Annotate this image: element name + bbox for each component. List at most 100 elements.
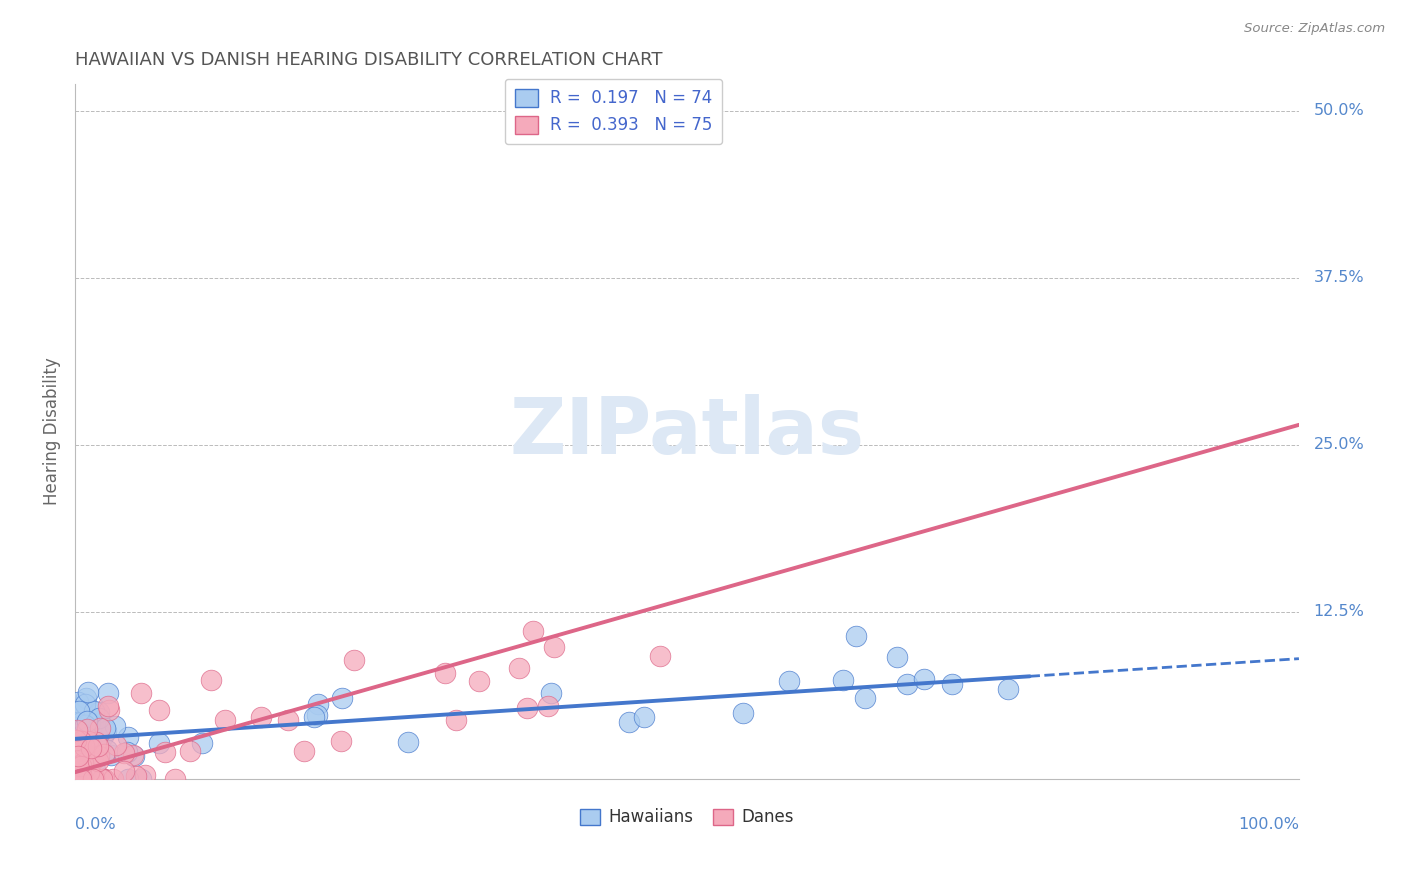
Point: [997, 682, 1019, 697]
Point: [307, 697, 329, 711]
Point: [79, 715, 101, 730]
Point: [84, 735, 107, 749]
Point: [80, 723, 103, 737]
Point: [69, 734, 91, 748]
Point: [65, 732, 87, 747]
Point: [731, 706, 754, 721]
Point: [91, 729, 114, 743]
Point: [433, 665, 456, 680]
Point: [165, 772, 187, 786]
Point: [941, 676, 963, 690]
Point: [97, 698, 120, 713]
Point: [65, 766, 87, 780]
Point: [619, 714, 641, 729]
Point: [648, 649, 671, 664]
Point: [117, 772, 139, 786]
Point: [80, 727, 103, 741]
Point: [343, 653, 366, 667]
Point: [112, 764, 135, 778]
Point: [69, 772, 91, 786]
Point: [75, 691, 97, 706]
Point: [330, 691, 353, 706]
Point: [101, 772, 124, 786]
Point: [72, 726, 94, 740]
Point: [77, 685, 100, 699]
Point: [76, 714, 98, 729]
Point: [82, 753, 104, 767]
Point: [65, 772, 87, 786]
Point: [89, 721, 111, 735]
Point: [76, 759, 98, 773]
Point: [76, 722, 98, 736]
Point: [69, 767, 91, 781]
Point: [75, 717, 97, 731]
Point: [70, 771, 93, 785]
Point: [65, 744, 87, 758]
Point: [84, 751, 107, 765]
Point: [65, 752, 87, 766]
Point: [778, 674, 800, 689]
Point: [76, 760, 98, 774]
Point: [72, 757, 94, 772]
Point: [115, 745, 138, 759]
Point: [93, 747, 115, 761]
Point: [82, 715, 104, 730]
Point: [86, 739, 108, 754]
Point: [633, 710, 655, 724]
Point: [69, 740, 91, 755]
Point: [853, 690, 876, 705]
Y-axis label: Hearing Disability: Hearing Disability: [44, 358, 60, 506]
Text: Source: ZipAtlas.com: Source: ZipAtlas.com: [1244, 22, 1385, 36]
Point: [155, 745, 177, 759]
Point: [543, 640, 565, 655]
Point: [129, 686, 152, 700]
Point: [148, 735, 170, 749]
Point: [214, 713, 236, 727]
Point: [67, 704, 90, 718]
Point: [100, 748, 122, 763]
Point: [65, 741, 87, 756]
Point: [89, 706, 111, 720]
Point: [79, 734, 101, 748]
Text: 37.5%: 37.5%: [1313, 270, 1364, 285]
Point: [179, 744, 201, 758]
Point: [73, 764, 96, 779]
Point: [98, 703, 121, 717]
Point: [191, 736, 214, 750]
Point: [86, 748, 108, 763]
Text: 12.5%: 12.5%: [1313, 605, 1364, 619]
Point: [79, 733, 101, 747]
Point: [65, 738, 87, 752]
Point: [66, 723, 89, 738]
Point: [117, 730, 139, 744]
Point: [69, 772, 91, 786]
Point: [82, 772, 104, 786]
Point: [93, 772, 115, 786]
Point: [73, 739, 96, 753]
Point: [148, 703, 170, 717]
Point: [69, 772, 91, 786]
Point: [94, 724, 117, 739]
Point: [73, 737, 96, 751]
Point: [87, 711, 110, 725]
Point: [89, 748, 111, 763]
Point: [896, 676, 918, 690]
Point: [65, 772, 87, 786]
Text: HAWAIIAN VS DANISH HEARING DISABILITY CORRELATION CHART: HAWAIIAN VS DANISH HEARING DISABILITY CO…: [75, 51, 662, 69]
Point: [307, 707, 329, 722]
Point: [832, 673, 855, 688]
Text: 25.0%: 25.0%: [1313, 437, 1364, 452]
Point: [90, 772, 112, 786]
Point: [200, 673, 222, 688]
Point: [87, 754, 110, 768]
Point: [516, 700, 538, 714]
Point: [77, 716, 100, 731]
Point: [75, 697, 97, 711]
Point: [537, 698, 560, 713]
Point: [76, 730, 98, 744]
Point: [83, 704, 105, 718]
Point: [76, 733, 98, 747]
Point: [912, 673, 935, 687]
Point: [67, 695, 90, 709]
Point: [65, 744, 87, 758]
